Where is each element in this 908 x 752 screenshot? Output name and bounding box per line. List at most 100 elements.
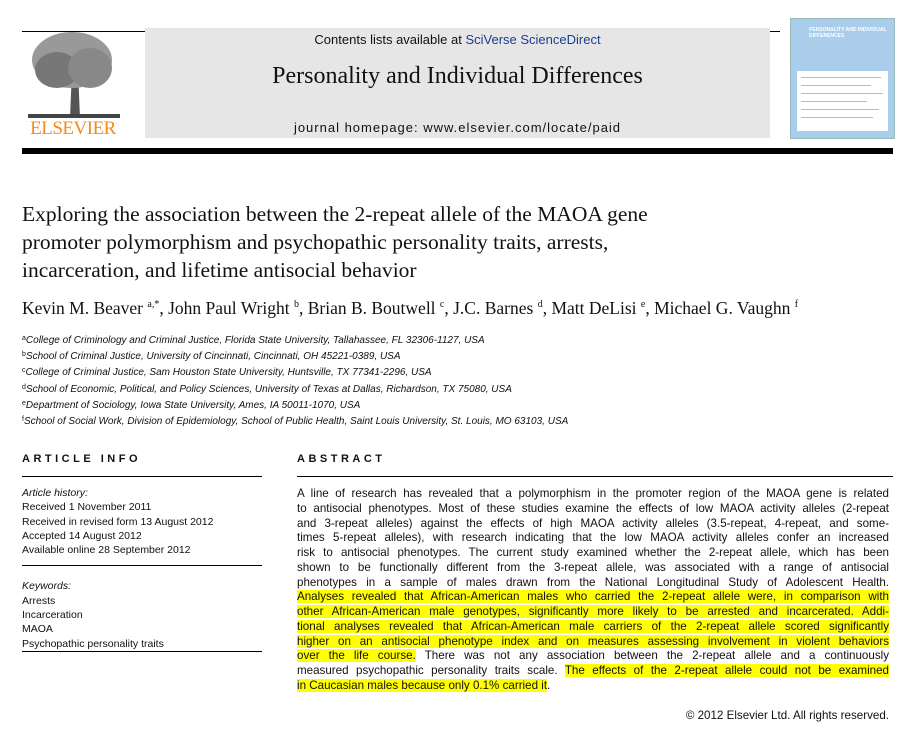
author-name: J.C. Barnes: [453, 298, 534, 318]
affiliation-mark: c: [22, 367, 26, 375]
affiliation: fSchool of Social Work, Division of Epid…: [22, 413, 568, 429]
abstract-line: A line of research has revealed that a p…: [297, 487, 889, 502]
affiliation-mark: a: [22, 335, 26, 342]
affiliation-text: School of Economic, Political, and Polic…: [25, 383, 512, 395]
highlighted-text: Analyses revealed that African-American …: [297, 590, 889, 604]
author-name: Michael G. Vaughn: [654, 298, 791, 318]
affiliation-text: School of Criminal Justice, University o…: [25, 351, 401, 363]
author-affiliation-mark[interactable]: f: [794, 299, 799, 311]
divider: [297, 476, 893, 477]
highlighted-text: higher on an antisocial phenotype index …: [297, 634, 889, 648]
author-affiliation-mark[interactable]: b: [293, 299, 299, 311]
author-list: Kevin M. Beaver a,*, John Paul Wright b,…: [22, 298, 799, 318]
author[interactable]: Brian B. Boutwell c: [308, 298, 445, 318]
abstract-text-segment: and 3-repeat alleles) against the effect…: [297, 516, 889, 530]
abstract-text-segment: times 5-repeat alleles), with research i…: [297, 531, 889, 545]
history-item: Accepted 14 August 2012: [22, 529, 142, 542]
abstract-text-segment: A line of research has revealed that a p…: [297, 487, 889, 500]
affiliation-text: College of Criminology and Criminal Just…: [25, 335, 485, 346]
abstract-line: measured psychopathic personality traits…: [297, 664, 889, 679]
abstract-line: over the life course. There was not any …: [297, 649, 889, 664]
author-affiliation-mark[interactable]: c: [439, 299, 445, 311]
article-info: Article history: Received 1 November 201…: [22, 486, 262, 651]
author[interactable]: John Paul Wright b: [168, 298, 299, 318]
keyword: Incarceration: [22, 609, 83, 622]
elsevier-wordmark: ELSEVIER: [30, 118, 116, 139]
abstract-line: other African-American male genotypes, s…: [297, 605, 889, 620]
author[interactable]: Michael G. Vaughn f: [654, 298, 798, 318]
abstract-text-segment: There was not any association between th…: [415, 649, 889, 663]
affiliation-mark: d: [22, 383, 26, 391]
affiliation-mark: f: [22, 416, 24, 424]
contents-line: Contents lists available at SciVerse Sci…: [145, 32, 770, 47]
author-affiliation-mark[interactable]: d: [537, 299, 543, 311]
affiliation: cCollege of Criminal Justice, Sam Housto…: [22, 364, 568, 380]
abstract-line: and 3-repeat alleles) against the effect…: [297, 517, 889, 532]
abstract-text: A line of research has revealed that a p…: [297, 487, 889, 694]
abstract-text-segment: phenotypes in a sample of males drawn fr…: [297, 575, 889, 589]
abstract-text-segment: risk to antisocial phenotypes. The curre…: [297, 546, 889, 559]
abstract-text-segment: .: [547, 678, 551, 692]
affiliation: eDepartment of Sociology, Iowa State Uni…: [22, 397, 568, 413]
highlighted-text: tional analyses revealed that African-Am…: [297, 619, 889, 633]
abstract-line: risk to antisocial phenotypes. The curre…: [297, 546, 889, 561]
keyword: Psychopathic personality traits: [22, 637, 164, 650]
affiliation: bSchool of Criminal Justice, University …: [22, 348, 568, 364]
abstract-line: tional analyses revealed that African-Am…: [297, 619, 889, 635]
abstract-line: in Caucasian males because only 0.1% car…: [297, 678, 889, 694]
affiliation-mark: e: [22, 399, 26, 407]
abstract-line: higher on an antisocial phenotype index …: [297, 634, 889, 650]
abstract-line: shown to be functionally different from …: [297, 561, 889, 576]
affiliation: dSchool of Economic, Political, and Poli…: [22, 381, 568, 397]
journal-homepage[interactable]: journal homepage: www.elsevier.com/locat…: [293, 120, 622, 135]
affiliation: aCollege of Criminology and Criminal Jus…: [22, 332, 568, 348]
divider: [22, 565, 262, 566]
affiliation-mark: b: [22, 351, 26, 359]
abstract-line: times 5-repeat alleles), with research i…: [297, 531, 889, 546]
author[interactable]: Kevin M. Beaver a,*: [22, 298, 159, 318]
sciencedirect-link[interactable]: SciVerse ScienceDirect: [465, 32, 601, 47]
abstract-text-segment: to antisocial phenotypes. Most of these …: [297, 501, 889, 515]
journal-cover: PERSONALITY AND INDIVIDUAL DIFFERENCES: [790, 18, 895, 139]
history-item: Received 1 November 2011: [22, 501, 152, 514]
article-info-heading: ARTICLE INFO: [22, 453, 141, 465]
elsevier-logo: ELSEVIER: [22, 30, 124, 140]
abstract-line: Analyses revealed that African-American …: [297, 590, 889, 605]
highlighted-text: over the life course.: [297, 649, 416, 663]
author[interactable]: J.C. Barnes d: [453, 298, 543, 318]
abstract-line: phenotypes in a sample of males drawn fr…: [297, 576, 889, 591]
journal-banner: Contents lists available at SciVerse Sci…: [145, 28, 770, 138]
author-name: John Paul Wright: [168, 298, 290, 318]
history-item: Available online 28 September 2012: [22, 544, 191, 557]
abstract-line: to antisocial phenotypes. Most of these …: [297, 502, 889, 517]
cover-title: PERSONALITY AND INDIVIDUAL DIFFERENCES: [809, 27, 887, 39]
affiliation-text: School of Social Work, Division of Epide…: [23, 416, 569, 428]
highlighted-text: in Caucasian males because only 0.1% car…: [297, 678, 548, 692]
divider: [22, 476, 262, 477]
history-item: Received in revised form 13 August 2012: [22, 515, 214, 528]
tree-icon: [28, 32, 120, 118]
author-name: Brian B. Boutwell: [307, 298, 436, 318]
abstract-text-segment: shown to be functionally different from …: [297, 560, 889, 574]
author-name: Matt DeLisi: [551, 298, 637, 318]
highlighted-text: The effects of the 2-repeat allele could…: [564, 664, 889, 677]
author-affiliation-mark[interactable]: e: [640, 299, 646, 311]
history-label: Article history:: [22, 487, 88, 499]
copyright: © 2012 Elsevier Ltd. All rights reserved…: [685, 709, 889, 722]
affiliation-text: Department of Sociology, Iowa State Univ…: [25, 399, 361, 411]
author-affiliation-mark[interactable]: a,*: [147, 299, 160, 311]
title-line: incarceration, and lifetime antisocial b…: [22, 258, 417, 282]
affiliations: aCollege of Criminology and Criminal Jus…: [22, 332, 568, 429]
journal-title: Personality and Individual Differences: [272, 63, 643, 89]
divider: [22, 651, 262, 652]
title-line: Exploring the association between the 2-…: [22, 202, 648, 226]
header-bar: [22, 148, 893, 154]
author-name: Kevin M. Beaver: [22, 298, 144, 318]
abstract-heading: ABSTRACT: [297, 453, 386, 465]
keyword: MAOA: [22, 623, 53, 636]
keyword: Arrests: [22, 594, 56, 607]
abstract-text-segment: measured psychopathic personality traits…: [297, 664, 565, 677]
title-line: promoter polymorphism and psychopathic p…: [22, 230, 609, 254]
author[interactable]: Matt DeLisi e: [551, 298, 645, 318]
article-title: Exploring the association between the 2-…: [22, 200, 882, 284]
